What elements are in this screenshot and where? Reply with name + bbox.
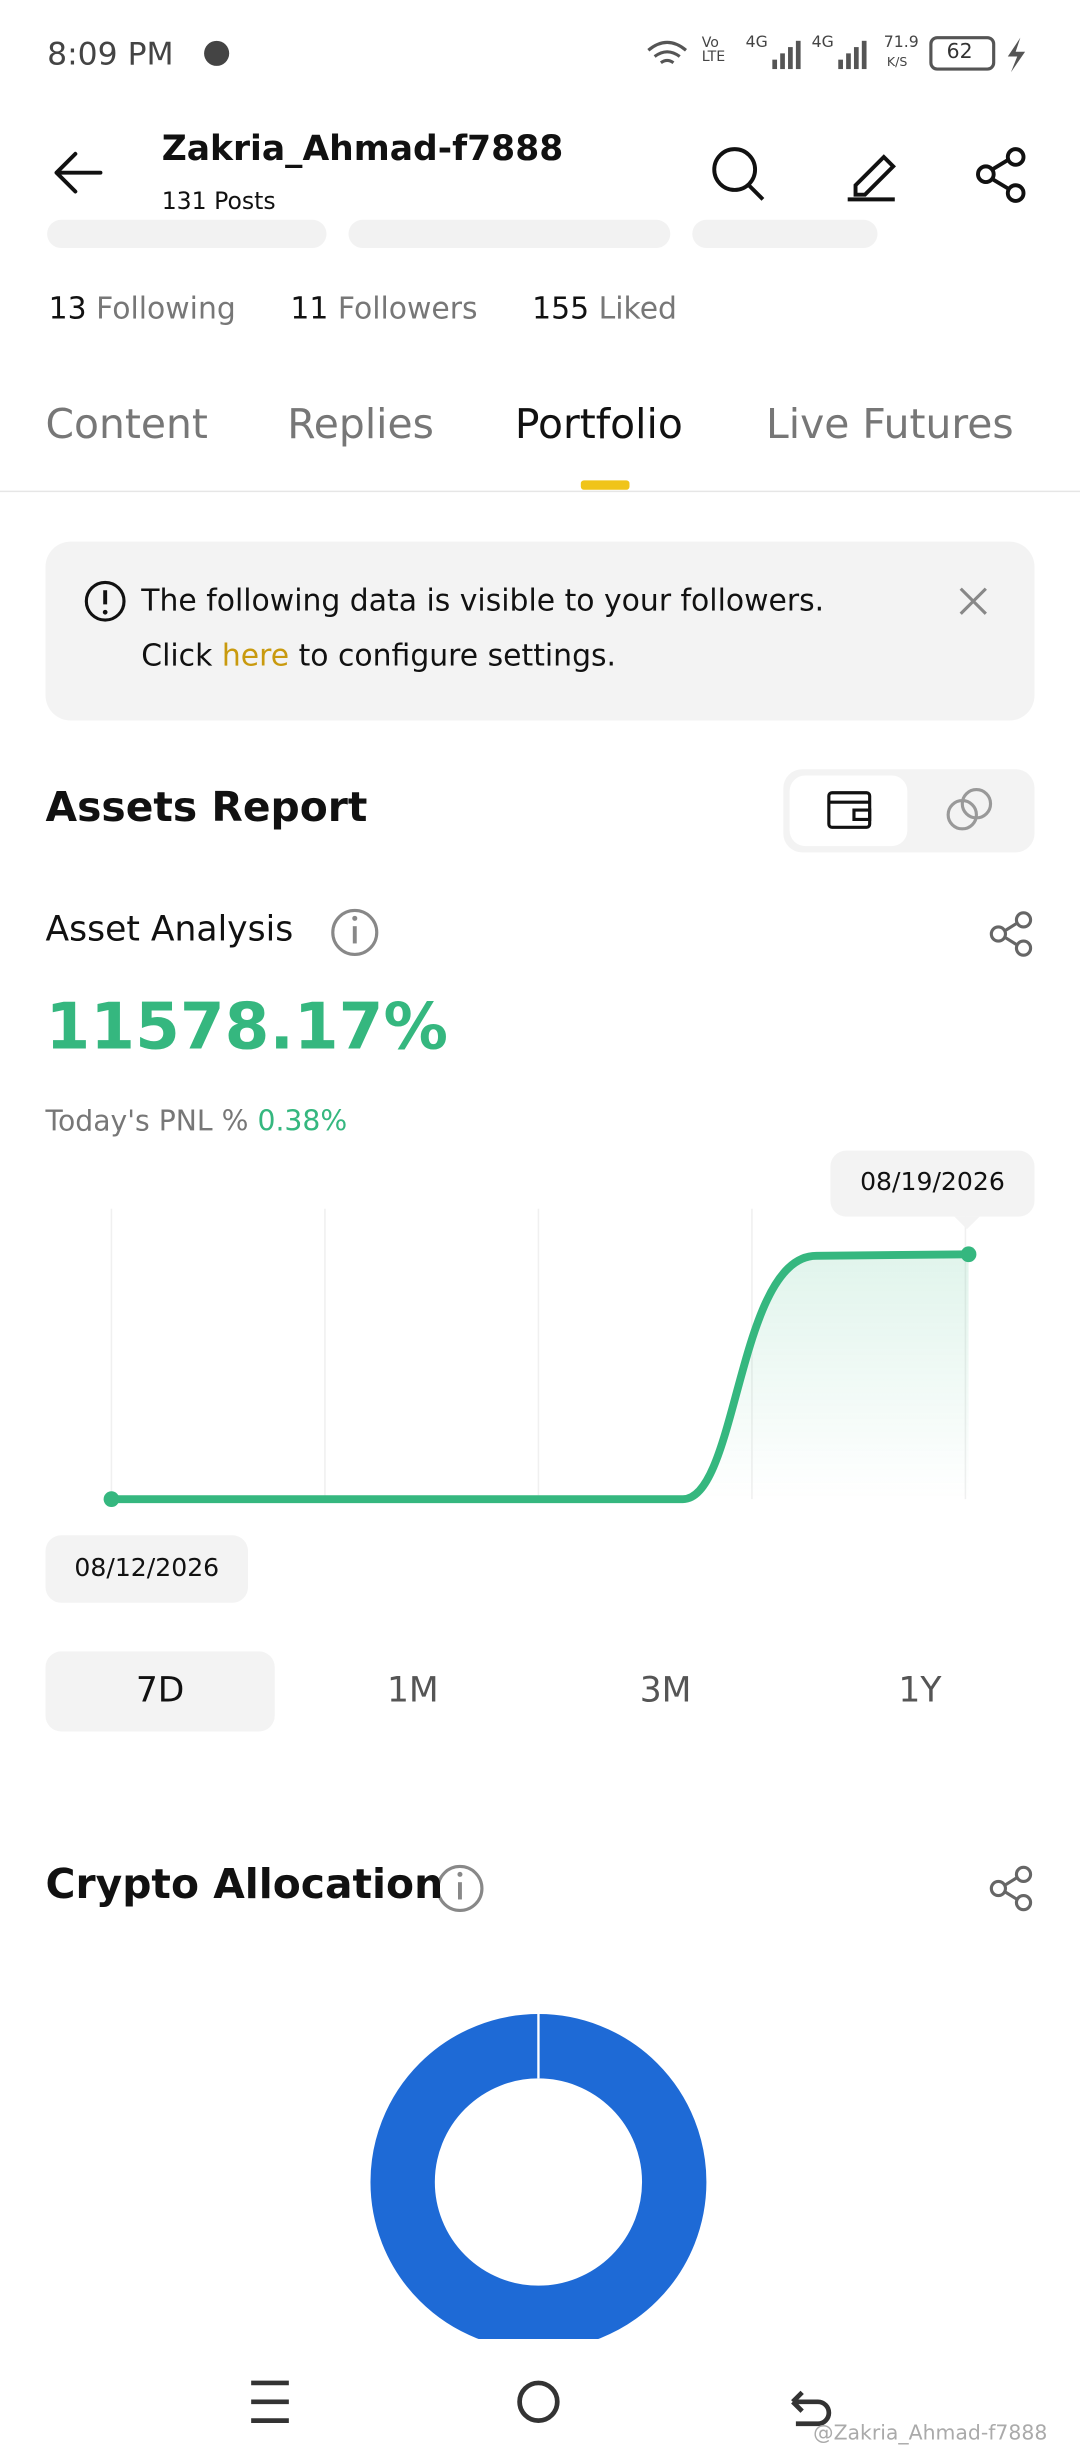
speed: 71.9 [883,34,919,52]
liked-stat[interactable]: 155 Liked [532,292,677,327]
speed-unit: K/S [886,54,908,70]
battery-level: 62 [946,40,973,65]
signal-label: 4G [745,34,768,52]
network: Vo LTE [701,36,726,66]
back-button[interactable] [54,151,103,194]
range-button-active[interactable]: 7D [45,1651,275,1732]
end-date-box [830,1150,1035,1217]
facebook-icon [204,40,230,66]
edit-button[interactable] [847,154,896,202]
start-date: 08/12/2026 [74,1552,220,1583]
tab-active[interactable]: Portfolio [514,401,683,449]
watermark: @Zakria_Ahmad-f7888 [813,2422,1048,2446]
wifi-icon [647,40,688,65]
profile-pills [47,219,878,249]
info-icon[interactable] [331,908,379,957]
stat-label: Liked [598,291,678,327]
stat-count: 155 [532,291,590,327]
stat-label: Following [96,291,236,327]
end-date: 08/19/2026 [860,1166,1005,1197]
section-title: Crypto Allocation [45,1861,444,1909]
pnl-label: Today's PNL % [45,1105,249,1139]
donut-chart [370,2014,707,2340]
menu-button[interactable] [251,2380,289,2423]
wallet-icon [827,791,872,829]
notice-text: Click here to configure settings. [141,639,616,674]
nav-bar [251,2380,832,2427]
notice-box [45,541,1035,721]
settings-link[interactable]: here [221,638,290,674]
followers-stat[interactable]: 11 Followers [290,292,477,327]
analysis-title: Asset Analysis [45,910,294,950]
following-stat[interactable]: 13 Following [49,292,236,327]
search-button[interactable] [712,147,765,201]
home-button[interactable] [517,2380,560,2423]
section-title: Assets Report [45,784,368,832]
signal-icons [772,40,867,70]
coins-toggle[interactable] [946,788,993,831]
post-count: 131 Posts [161,186,276,216]
analysis-value: 11578.17% [45,988,448,1065]
range-button[interactable]: 1Y [898,1671,942,1712]
notice-text: Click [141,638,213,674]
time: 8:09 PM [47,34,174,73]
alert-icon [84,580,126,622]
info-icon[interactable] [436,1864,484,1913]
chart-line [107,1250,973,1504]
tab[interactable]: Content [45,401,208,449]
start-date-box [45,1535,249,1603]
wallet-toggle[interactable] [789,775,908,847]
share-button[interactable] [976,147,1026,203]
share-allocation[interactable] [989,1865,1033,1912]
stat-label: Followers [337,291,478,327]
stat-count: 11 [290,291,329,327]
tab-indicator [580,480,630,490]
pnl-value: 0.38% [257,1105,348,1139]
stat-count: 13 [48,291,87,327]
chart-area [690,1254,969,1500]
end-date-pointer [954,1216,980,1230]
share-analysis[interactable] [989,911,1033,957]
tab[interactable]: Live Futures [766,401,1014,449]
profile-name: Zakria_Ahmad-f7888 [161,130,564,170]
battery-icon [929,36,996,71]
chart-start-point [103,1491,120,1508]
close-button[interactable] [959,587,987,615]
notice-text: The following data is visible to your fo… [141,583,825,619]
tab[interactable]: Replies [287,401,434,449]
chart-end-point [960,1246,977,1263]
signal-label: 4G [811,34,834,52]
charging-icon [1007,37,1026,73]
range-button[interactable]: 1M [386,1671,439,1712]
return-button[interactable] [791,2390,832,2427]
range-button[interactable]: 3M [639,1671,692,1712]
notice-text: to configure settings. [298,638,617,674]
